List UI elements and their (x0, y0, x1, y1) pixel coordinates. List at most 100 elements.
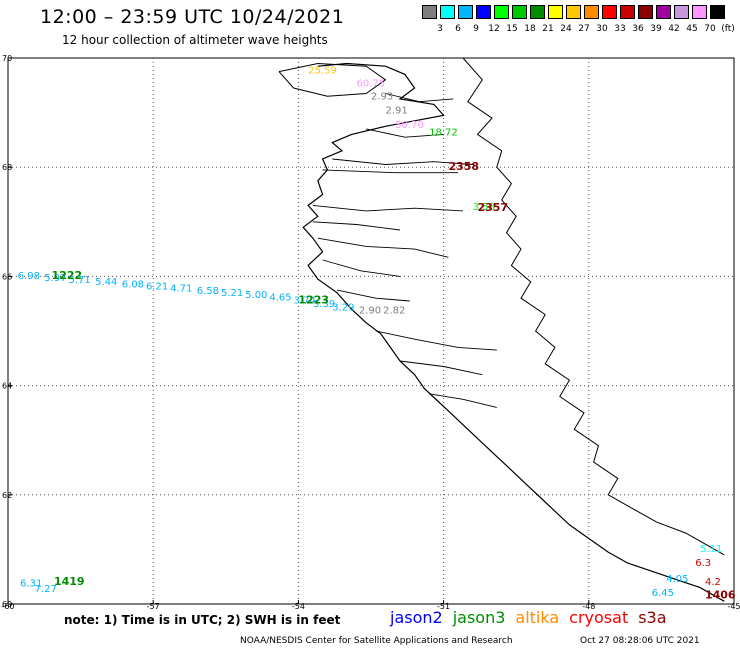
fjord-line (322, 259, 401, 277)
lon-tick-label: -57 (147, 602, 160, 611)
fjord-line (317, 237, 449, 258)
colorbar-swatch (476, 5, 491, 19)
legend-s3a: s3a (638, 608, 667, 627)
fjord-line (312, 221, 401, 231)
legend-jason2: jason2 (390, 608, 443, 627)
legend-altika: altika (515, 608, 560, 627)
fjord-line (399, 360, 483, 376)
footnote: note: 1) Time is in UTC; 2) SWH is in fe… (64, 613, 341, 627)
wave-height-label: 3.74 (294, 296, 316, 307)
colorbar-label: 30 (596, 24, 608, 34)
fjord-line (429, 393, 497, 408)
wave-height-label: 5.44 (95, 277, 117, 288)
page-subtitle: 12 hour collection of altimeter wave hei… (62, 33, 328, 47)
pass-id-label: 2357 (477, 201, 508, 214)
wave-height-label: 6.08 (122, 279, 144, 290)
colorbar-label: 12 (488, 24, 500, 34)
wave-height-label: 6.21 (146, 282, 168, 293)
colorbar-swatch (584, 5, 599, 19)
colorbar-label: 6 (455, 24, 461, 34)
colorbar-unit: (ft) (721, 24, 735, 34)
lat-tick-label: 68 (2, 163, 12, 172)
colorbar-label: 42 (668, 24, 680, 34)
pass-id-label: 1419 (54, 575, 85, 588)
wave-height-label: 5.21 (221, 288, 243, 299)
colorbar-label: 18 (524, 24, 536, 34)
lat-tick-label: 60 (2, 600, 12, 609)
wave-height-label: 7.27 (35, 584, 57, 595)
legend-jason3: jason3 (452, 608, 506, 627)
fjord-line (375, 330, 497, 351)
colorbar-swatch (638, 5, 653, 19)
colorbar-swatch (440, 5, 455, 19)
colorbar-label: 27 (578, 24, 590, 34)
colorbar-label: 36 (632, 24, 644, 34)
wave-height-label: 5.00 (245, 290, 267, 301)
generated-timestamp: Oct 27 08:28:06 UTC 2021 (580, 636, 700, 646)
colorbar-swatch (674, 5, 689, 19)
wave-height-label: 5.71 (69, 275, 91, 286)
wave-height-label: 50.70 (395, 120, 424, 131)
wave-height-label: 60.75 (356, 78, 385, 89)
wave-height-label: 2.90 (359, 306, 381, 317)
lon-tick-label: -60 (1, 602, 14, 611)
colorbar-swatch (566, 5, 581, 19)
colorbar-swatch (458, 5, 473, 19)
wave-height-label: 2.93 (371, 91, 393, 102)
coastline (302, 62, 725, 602)
wave-height-label: 6.98 (18, 271, 40, 282)
pass-id-label: 1222 (52, 269, 83, 282)
lon-tick-label: -51 (437, 602, 450, 611)
colorbar-swatch (422, 5, 437, 19)
colorbar-label: 21 (542, 24, 554, 34)
wave-height-label: 4.2 (705, 577, 721, 588)
wave-height-label: 2.82 (383, 306, 405, 317)
colorbar-swatch (530, 5, 545, 19)
wave-height-label: 2.91 (386, 106, 408, 117)
credit-line: NOAA/NESDIS Center for Satellite Applica… (240, 636, 513, 646)
map-frame (7, 57, 735, 605)
pass-id-label: 1223 (298, 294, 329, 307)
colorbar-swatch (656, 5, 671, 19)
wave-height-label: 6.45 (652, 588, 674, 599)
colorbar-swatch (494, 5, 509, 19)
wave-height-label: 3.58 (473, 202, 495, 213)
colorbar-label: 9 (473, 24, 479, 34)
fjord-line (312, 204, 464, 212)
colorbar-label: 39 (650, 24, 662, 34)
colorbar-label: 15 (506, 24, 518, 34)
pass-id-label: 2358 (448, 160, 479, 173)
lat-tick-label: 62 (2, 491, 12, 500)
colorbar-swatch (602, 5, 617, 19)
lon-tick-label: -54 (292, 602, 305, 611)
fjord-line (385, 93, 454, 103)
wave-height-label: 6.58 (197, 286, 219, 297)
fjord-line (366, 128, 444, 138)
lon-tick-label: -48 (582, 602, 595, 611)
wave-height-label: 3.29 (332, 302, 354, 313)
satellite-legend: jason2 jason3 altika cryosat s3a (390, 608, 677, 627)
wave-height-label: 18.72 (429, 128, 458, 139)
fjord-line (322, 169, 459, 174)
colorbar-swatch (548, 5, 563, 19)
colorbar-label: 70 (704, 24, 716, 34)
lon-tick-label: -45 (727, 602, 740, 611)
colorbar-swatch (512, 5, 527, 19)
pass-id-label: 1406 (705, 589, 736, 602)
wave-height-label: 6.3 (695, 558, 711, 569)
wave-height-label: 25.59 (308, 65, 337, 76)
colorbar-swatch (692, 5, 707, 19)
colorbar-label: 24 (560, 24, 572, 34)
page-title: 12:00 – 23:59 UTC 10/24/2021 (40, 6, 345, 28)
wave-height-label: 5.11 (700, 544, 722, 555)
wave-height-label: 4.65 (269, 292, 291, 303)
colorbar-label: 3 (437, 24, 443, 34)
fjord-line (337, 289, 410, 302)
colorbar-label: 45 (686, 24, 698, 34)
disko-island (278, 62, 387, 97)
lat-tick-label: 66 (2, 272, 12, 281)
legend-cryosat: cryosat (569, 608, 629, 627)
colorbar-label: 33 (614, 24, 626, 34)
